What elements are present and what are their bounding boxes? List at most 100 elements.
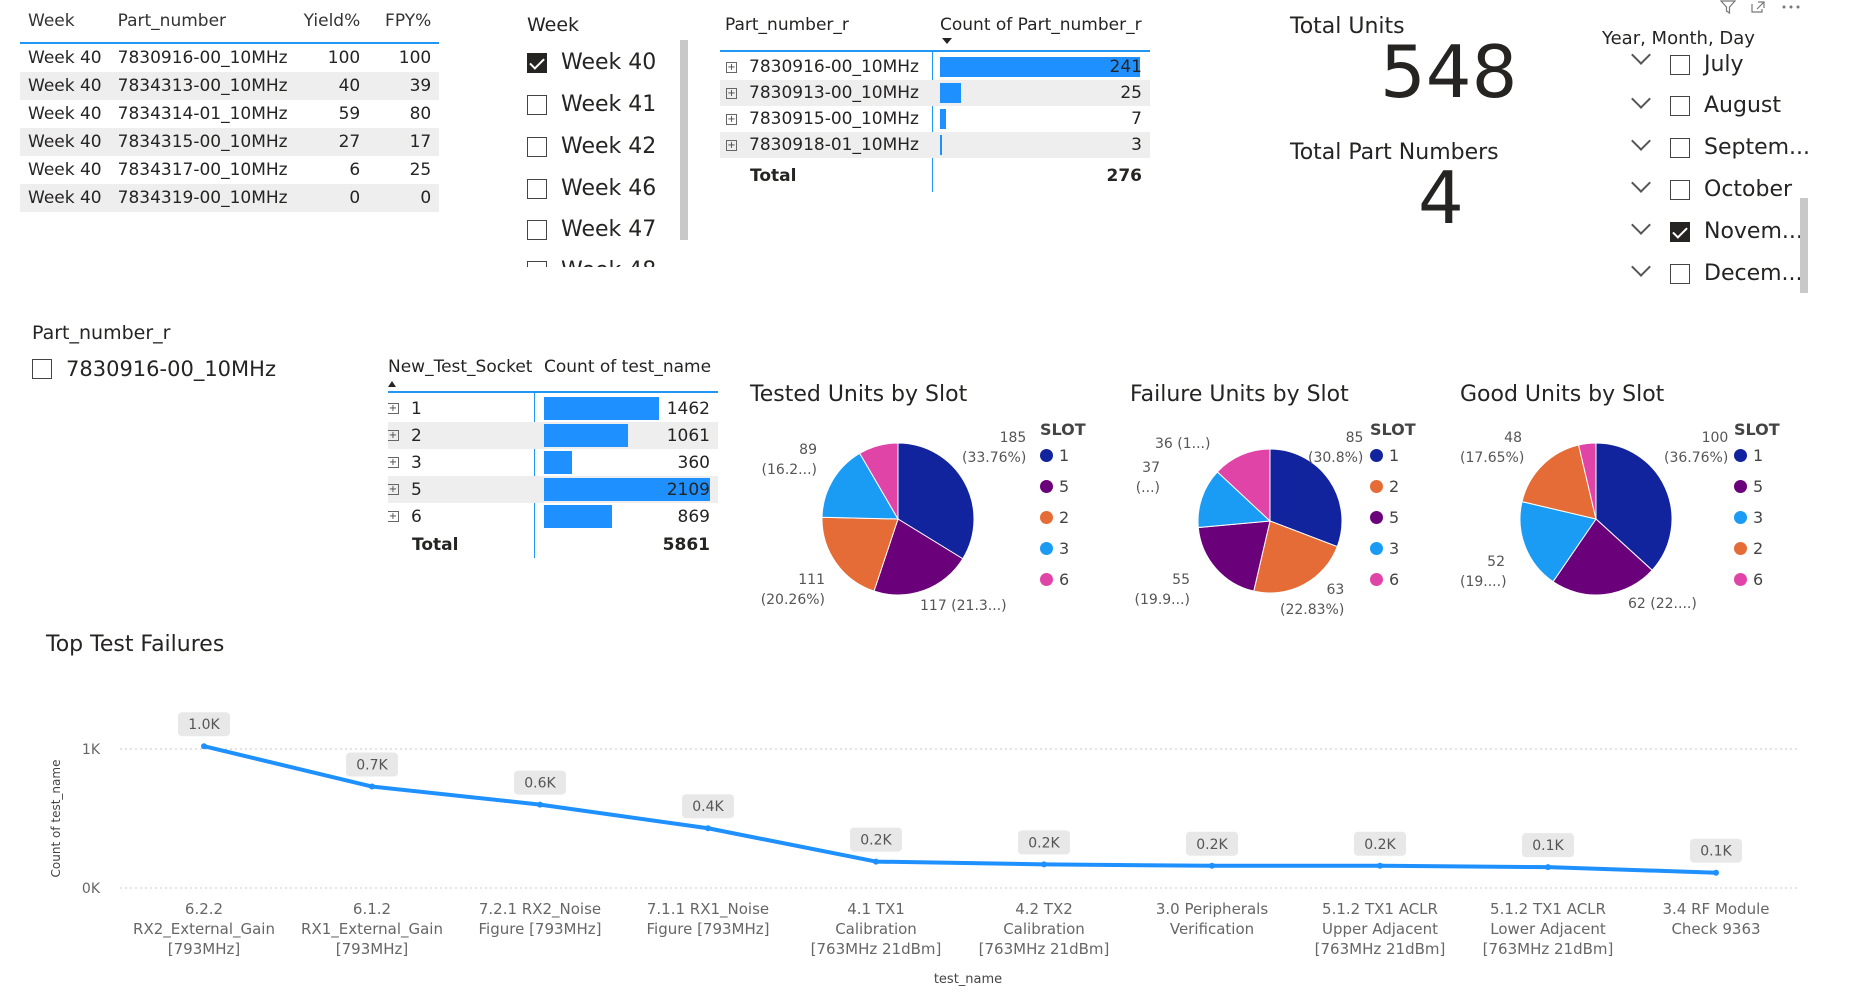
chevron-down-icon[interactable] [1631, 50, 1651, 65]
slicer-item-week-41[interactable]: Week 41 [527, 92, 656, 117]
legend-item-slot-2[interactable]: 2 [1040, 508, 1069, 527]
data-point[interactable] [1041, 861, 1047, 868]
col-header-fpy[interactable]: FPY% [385, 11, 432, 31]
col-header-count[interactable]: Count of test_name [544, 357, 712, 377]
col-header-new-test-socket[interactable]: New_Test_Socket [388, 357, 533, 377]
table-row[interactable]: +1 1462 [388, 395, 718, 422]
legend-item-slot-3[interactable]: 3 [1040, 539, 1069, 558]
col-header-count[interactable]: Count of Part_number_r [940, 15, 1142, 35]
legend-item-slot-5[interactable]: 5 [1040, 477, 1069, 496]
pie-slice-slot-3[interactable] [1197, 471, 1272, 529]
filter-icon[interactable] [1720, 0, 1736, 14]
legend-item-slot-1[interactable]: 1 [1040, 446, 1069, 465]
checkbox-checked[interactable] [1670, 221, 1690, 242]
chevron-down-icon[interactable] [1631, 89, 1651, 109]
week-slicer-scrollbar[interactable] [680, 40, 688, 240]
col-header-yield[interactable]: Yield% [303, 11, 361, 31]
slicer-item-week-40[interactable]: Week 40 [527, 50, 656, 75]
pie-slice-slot-6[interactable] [1216, 448, 1271, 523]
checkbox-checked[interactable] [527, 52, 547, 73]
expand-icon[interactable]: + [388, 511, 399, 522]
more-options-icon[interactable] [1780, 0, 1802, 14]
expand-icon[interactable]: + [726, 61, 737, 73]
table-row[interactable]: +6 869 [388, 503, 718, 530]
table-row[interactable]: +7830913-00_10MHz 25 [720, 80, 1150, 106]
slicer-item-week-42[interactable]: Week 42 [527, 134, 656, 159]
table-row[interactable]: Week 40 7834317-00_10MHz 6 25 [20, 156, 439, 184]
table-row[interactable]: Week 40 7834315-00_10MHz 27 17 [20, 128, 440, 156]
table-row[interactable]: +7830916-00_10MHz 241 [720, 54, 1150, 80]
slicer-item-september[interactable]: Septem... [1628, 131, 1810, 164]
chevron-down-icon[interactable] [1631, 215, 1651, 235]
checkbox[interactable] [1670, 137, 1690, 158]
expand-icon[interactable]: + [388, 484, 399, 495]
slicer-item-august[interactable]: August [1628, 89, 1798, 122]
expand-icon[interactable]: + [388, 430, 399, 441]
checkbox[interactable] [1670, 95, 1690, 116]
legend-item-slot-1[interactable]: 1 [1734, 446, 1763, 465]
data-point[interactable] [369, 783, 375, 790]
checkbox[interactable] [527, 260, 547, 267]
data-point[interactable] [1713, 869, 1719, 876]
expand-icon[interactable]: + [726, 87, 737, 99]
slicer-item-october[interactable]: October [1628, 173, 1798, 206]
checkbox[interactable] [527, 136, 547, 157]
table-row[interactable]: +5 2109 [388, 476, 718, 503]
slicer-item-week-48[interactable]: Week 48 [527, 258, 656, 267]
data-point[interactable] [537, 801, 543, 808]
data-point[interactable] [705, 825, 711, 832]
legend-item-slot-5[interactable]: 5 [1370, 508, 1399, 527]
slicer-item-november[interactable]: Novem... [1628, 215, 1803, 248]
legend-item-slot-6[interactable]: 6 [1370, 570, 1399, 589]
legend-item-slot-1[interactable]: 1 [1370, 446, 1399, 465]
table-row[interactable]: +3 360 [388, 449, 718, 476]
legend-item-slot-3[interactable]: 3 [1734, 508, 1763, 527]
checkbox[interactable] [527, 219, 547, 240]
chevron-down-icon[interactable] [1631, 131, 1651, 151]
checkbox[interactable] [1670, 179, 1690, 200]
pie-slice-slot-6[interactable] [1577, 442, 1597, 520]
pie-slice-slot-2[interactable] [821, 516, 899, 592]
data-point[interactable] [1209, 862, 1215, 869]
data-point[interactable] [1377, 862, 1383, 869]
legend-item-slot-2[interactable]: 2 [1370, 477, 1399, 496]
table-row[interactable]: +7830915-00_10MHz 7 [720, 106, 1150, 132]
expand-icon[interactable]: + [726, 139, 737, 151]
sort-asc-icon[interactable] [388, 381, 396, 387]
chevron-down-icon[interactable] [1631, 173, 1651, 193]
date-slicer-scrollbar[interactable] [1800, 198, 1808, 293]
pie-slice-slot-5[interactable] [1197, 520, 1271, 592]
table-row[interactable]: Week 40 7830916-00_10MHz 100 100 [20, 43, 439, 72]
expand-icon[interactable]: + [388, 457, 399, 468]
legend-item-slot-2[interactable]: 2 [1734, 539, 1763, 558]
checkbox[interactable] [527, 94, 547, 115]
line-series[interactable] [203, 744, 1717, 875]
pie-slice-slot-5[interactable] [1552, 518, 1653, 596]
data-point[interactable] [1545, 864, 1551, 871]
data-point[interactable] [201, 743, 207, 750]
checkbox[interactable] [527, 178, 547, 199]
pie-slice-slot-3[interactable] [1519, 500, 1597, 583]
focus-mode-icon[interactable] [1750, 0, 1766, 14]
legend-item-slot-6[interactable]: 6 [1734, 570, 1763, 589]
slicer-item-week-47[interactable]: Week 47 [527, 217, 656, 242]
expand-icon[interactable]: + [726, 113, 737, 125]
table-row[interactable]: Week 40 7834314-01_10MHz 59 80 [20, 100, 439, 128]
legend-item-slot-6[interactable]: 6 [1040, 570, 1069, 589]
table-row[interactable]: +2 1061 [388, 422, 718, 449]
slicer-item-week-46[interactable]: Week 46 [527, 176, 656, 201]
legend-item-slot-3[interactable]: 3 [1370, 539, 1399, 558]
pie-slice-slot-6[interactable] [859, 442, 899, 521]
pie-slice-slot-5[interactable] [873, 518, 964, 596]
checkbox[interactable] [1670, 54, 1690, 75]
sort-desc-icon[interactable] [942, 38, 952, 44]
slicer-item-part[interactable]: 7830916-00_10MHz [32, 357, 276, 381]
pie-slice-slot-2[interactable] [1253, 520, 1338, 594]
pie-slice-slot-2[interactable] [1521, 444, 1597, 520]
col-header-part-number-r[interactable]: Part_number_r [725, 15, 849, 35]
legend-item-slot-5[interactable]: 5 [1734, 477, 1763, 496]
pie-slice-slot-1[interactable] [1269, 448, 1343, 548]
col-header-week[interactable]: Week [28, 11, 75, 31]
slicer-item-july[interactable]: July [1628, 50, 1798, 78]
expand-icon[interactable]: + [388, 403, 399, 414]
